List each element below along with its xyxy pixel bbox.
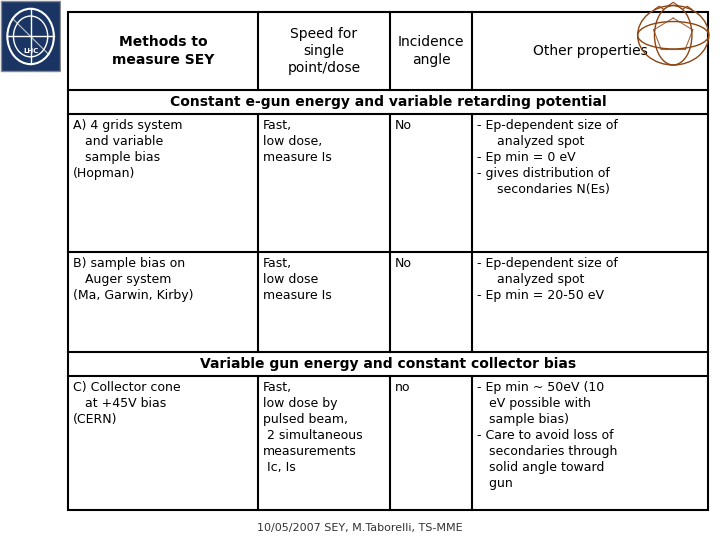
Text: Fast,
low dose,
measure Is: Fast, low dose, measure Is [263,119,332,164]
Text: Constant e-gun energy and variable retarding potential: Constant e-gun energy and variable retar… [170,95,606,109]
Bar [68,12,708,510]
Text: B) sample bias on
   Auger system
(Ma, Garwin, Kirby): B) sample bias on Auger system (Ma, Garw… [73,257,194,302]
Text: Fast,
low dose by
pulsed beam,
 2 simultaneous
measurements
 Ic, Is: Fast, low dose by pulsed beam, 2 simulta… [263,381,363,474]
Text: - Ep-dependent size of
     analyzed spot
- Ep min = 20-50 eV: - Ep-dependent size of analyzed spot - E… [477,257,618,302]
Text: Other properties: Other properties [533,44,647,58]
Text: no: no [395,381,410,394]
Text: - Ep-dependent size of
     analyzed spot
- Ep min = 0 eV
- gives distribution o: - Ep-dependent size of analyzed spot - E… [477,119,618,196]
Text: No: No [395,257,412,270]
Text: - Ep min ~ 50eV (10
   eV possible with
   sample bias)
- Care to avoid loss of
: - Ep min ~ 50eV (10 eV possible with sam… [477,381,617,490]
Text: A) 4 grids system
   and variable
   sample bias
(Hopman): A) 4 grids system and variable sample bi… [73,119,182,180]
Text: Fast,
low dose
measure Is: Fast, low dose measure Is [263,257,332,302]
Text: Methods to
measure SEY: Methods to measure SEY [112,35,214,66]
Text: Speed for
single
point/dose: Speed for single point/dose [287,26,361,75]
Text: LHC: LHC [23,48,38,54]
Text: C) Collector cone
   at +45V bias
(CERN): C) Collector cone at +45V bias (CERN) [73,381,181,426]
Text: Variable gun energy and constant collector bias: Variable gun energy and constant collect… [200,357,576,371]
Text: No: No [395,119,412,132]
Text: 10/05/2007 SEY, M.Taborelli, TS-MME: 10/05/2007 SEY, M.Taborelli, TS-MME [257,523,463,533]
Text: Incidence
angle: Incidence angle [397,35,464,66]
